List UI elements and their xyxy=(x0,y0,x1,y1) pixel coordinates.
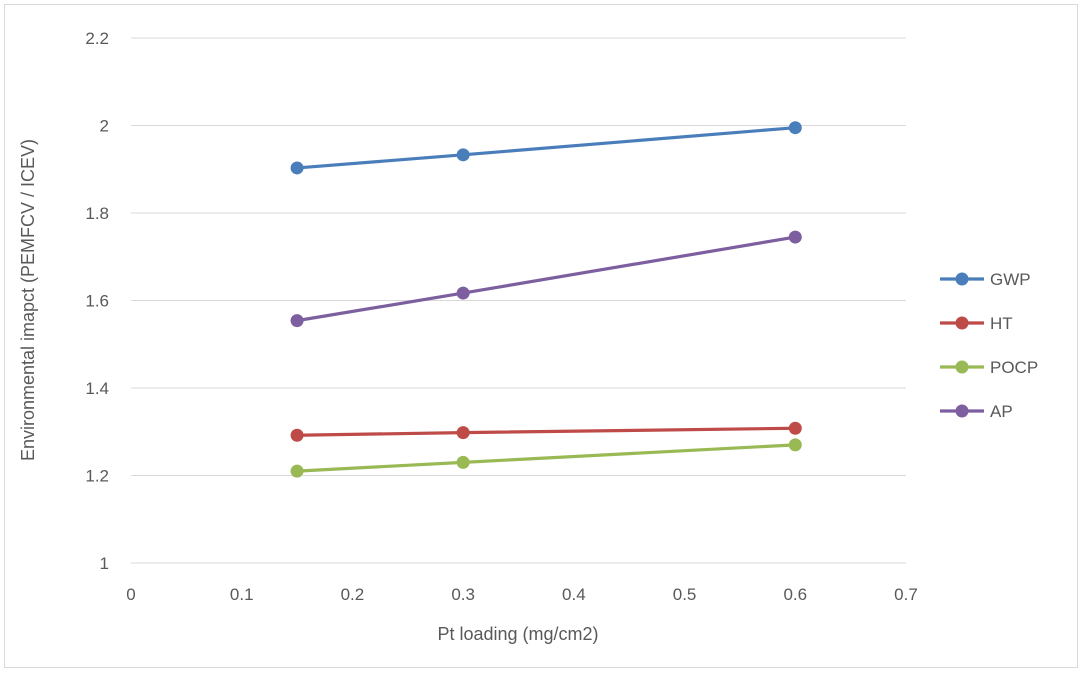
series-line-ht xyxy=(297,426,796,437)
x-tick-label-0.7: 0.7 xyxy=(894,585,918,604)
data-point-ap-0 xyxy=(290,314,304,328)
series-group xyxy=(290,121,802,478)
legend-label-gwp: GWP xyxy=(990,270,1031,289)
data-point-gwp-1 xyxy=(456,148,470,162)
series-line-ap xyxy=(296,235,796,323)
x-tick-label-0.1: 0.1 xyxy=(230,585,254,604)
x-tick-label-0.3: 0.3 xyxy=(451,585,475,604)
data-point-pocp-1 xyxy=(456,455,470,469)
axes: 1 1.2 1.4 1.6 1.8 2 2.2 0 0.1 0.2 0.3 0.4 0.5 0.6 0.7 xyxy=(85,29,917,604)
gridlines xyxy=(131,37,906,476)
x-tick-label-0: 0 xyxy=(126,585,135,604)
data-point-gwp-2 xyxy=(788,121,802,135)
series-line-pocp xyxy=(296,443,796,473)
legend: GWP HT POCP AP xyxy=(940,270,1038,421)
y-tick-label-1.2: 1.2 xyxy=(85,467,109,486)
data-point-pocp-0 xyxy=(290,464,304,478)
y-tick-label-1: 1 xyxy=(100,554,109,573)
legend-label-ht: HT xyxy=(990,314,1013,333)
x-tick-label-0.2: 0.2 xyxy=(341,585,365,604)
data-point-ht-0 xyxy=(290,428,304,442)
x-tick-label-0.5: 0.5 xyxy=(673,585,697,604)
y-axis-label: Environmental imapct (PEMFCV / ICEV) xyxy=(18,139,38,461)
legend-marker-ht xyxy=(955,316,969,330)
data-point-gwp-0 xyxy=(290,161,304,175)
legend-marker-ap xyxy=(955,404,969,418)
y-tick-label-1.4: 1.4 xyxy=(85,379,109,398)
series-line-gwp xyxy=(296,126,796,170)
y-tick-label-2.2: 2.2 xyxy=(85,29,109,48)
data-point-ht-2 xyxy=(788,421,802,435)
x-axis-label: Pt loading (mg/cm2) xyxy=(437,624,598,644)
y-tick-label-1.8: 1.8 xyxy=(85,204,109,223)
x-tick-label-0.6: 0.6 xyxy=(783,585,807,604)
legend-marker-gwp xyxy=(955,272,969,286)
data-point-ap-1 xyxy=(456,286,470,300)
legend-label-pocp: POCP xyxy=(990,358,1038,377)
legend-marker-pocp xyxy=(955,360,969,374)
y-tick-label-1.6: 1.6 xyxy=(85,292,109,311)
legend-label-ap: AP xyxy=(990,402,1013,421)
data-point-pocp-2 xyxy=(788,438,802,452)
chart-frame xyxy=(4,4,1078,668)
y-tick-label-2: 2 xyxy=(100,117,109,136)
x-tick-label-0.4: 0.4 xyxy=(562,585,586,604)
data-point-ap-2 xyxy=(788,230,802,244)
data-point-ht-1 xyxy=(456,426,470,440)
